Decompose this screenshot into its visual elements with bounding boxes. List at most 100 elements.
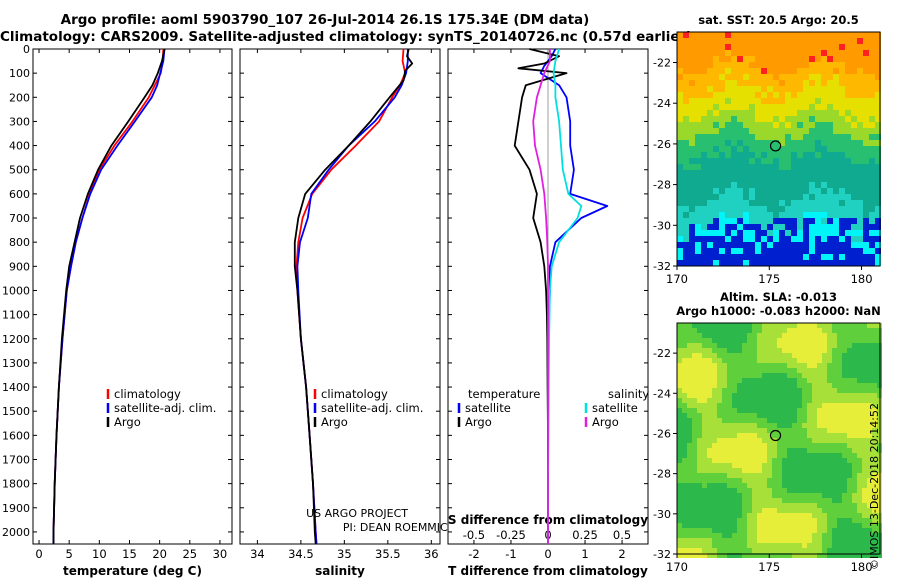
sla-map-cell <box>742 533 747 538</box>
sst-map-cell <box>707 140 713 146</box>
sst-map-cell <box>737 140 743 146</box>
sst-map-cell <box>815 56 821 62</box>
sla-map-cell <box>772 348 777 353</box>
sst-map-cell <box>773 176 779 182</box>
sla-map-cell <box>782 523 787 528</box>
sst-map-cell <box>839 140 845 146</box>
sla-map-cell <box>802 353 807 358</box>
sla-map-cell <box>747 468 752 473</box>
sla-map-cell <box>857 428 862 433</box>
sst-map-cell <box>707 86 713 92</box>
sst-map-cell <box>875 32 881 38</box>
sst-map-cell <box>689 182 695 188</box>
sst-map-cell <box>767 92 773 98</box>
sla-map-cell <box>827 443 832 448</box>
temperature-xtick-label: 5 <box>66 547 73 561</box>
sst-map-cell <box>863 110 869 116</box>
sst-map-cell <box>863 38 869 44</box>
sla-map-cell <box>802 463 807 468</box>
sst-map-cell <box>695 194 701 200</box>
sla-map-cell <box>817 373 822 378</box>
sst-map-cell <box>749 188 755 194</box>
sla-map-cell <box>752 533 757 538</box>
sla-map-cell <box>727 328 732 333</box>
sla-map-cell <box>812 493 817 498</box>
sst-map-cell <box>707 158 713 164</box>
sst-map-cell <box>821 200 827 206</box>
sla-map-cell <box>797 448 802 453</box>
sst-map-cell <box>827 260 833 266</box>
sla-map-cell <box>822 528 827 533</box>
sla-map-cell <box>682 423 687 428</box>
sla-map-cell <box>852 458 857 463</box>
sla-map-cell <box>817 388 822 393</box>
sla-map-cell <box>802 543 807 548</box>
sst-map-cell <box>803 188 809 194</box>
sla-map-cell <box>867 358 872 363</box>
sla-map-cell <box>852 363 857 368</box>
sla-map-cell <box>767 393 772 398</box>
sla-map-cell <box>822 428 827 433</box>
sst-map-cell <box>803 236 809 242</box>
difference-legend-label: satellite <box>592 401 638 415</box>
sla-map-cell <box>732 443 737 448</box>
sst-map-cell <box>851 236 857 242</box>
sst-map-cell <box>683 200 689 206</box>
sla-map-cell <box>847 498 852 503</box>
sst-map-cell <box>749 146 755 152</box>
sla-map-cell <box>777 423 782 428</box>
sla-map-cell <box>812 533 817 538</box>
sla-map-cell <box>772 463 777 468</box>
sst-map-cell <box>833 146 839 152</box>
sst-map-cell <box>737 218 743 224</box>
sst-map-cell <box>707 62 713 68</box>
sst-map-cell <box>851 140 857 146</box>
sla-map-cell <box>837 443 842 448</box>
sla-map-cell <box>822 368 827 373</box>
sla-map-cell <box>702 398 707 403</box>
sst-map-cell <box>737 164 743 170</box>
sst-map-cell <box>719 212 725 218</box>
sla-map-cell <box>742 478 747 483</box>
sst-map-cell <box>755 248 761 254</box>
sst-map-cell <box>725 110 731 116</box>
sst-map-cell <box>875 248 881 254</box>
sst-map-cell <box>767 50 773 56</box>
difference-legend-title-left: temperature <box>468 387 540 401</box>
sst-map-cell <box>767 254 773 260</box>
sla-map-cell <box>772 398 777 403</box>
sst-map-cell <box>719 236 725 242</box>
sla-map-cell <box>817 348 822 353</box>
sla-map-cell <box>677 413 682 418</box>
sst-map-cell <box>689 236 695 242</box>
sst-map-cell <box>743 218 749 224</box>
sla-map-cell <box>817 363 822 368</box>
sst-map-cell <box>767 110 773 116</box>
sst-map-cell <box>791 230 797 236</box>
sst-map-cell <box>803 194 809 200</box>
sla-map-cell <box>747 378 752 383</box>
sla-map-cell <box>797 358 802 363</box>
sla-map-cell <box>792 433 797 438</box>
sla-map-cell <box>727 468 732 473</box>
sst-map-cell <box>683 224 689 230</box>
sst-map-cell <box>803 62 809 68</box>
sla-map-cell <box>807 418 812 423</box>
sla-map-cell <box>827 463 832 468</box>
sla-map-cell <box>852 343 857 348</box>
sst-map-cell <box>863 176 869 182</box>
sla-map-cell <box>807 478 812 483</box>
sst-map-cell <box>731 242 737 248</box>
sla-map-cell <box>822 398 827 403</box>
sla-map-cell <box>867 548 872 553</box>
sla-map-cell <box>737 508 742 513</box>
sst-map-cell <box>749 230 755 236</box>
sst-map-cell <box>695 152 701 158</box>
sla-map-cell <box>722 458 727 463</box>
sla-map-cell <box>807 448 812 453</box>
sla-map-cell <box>677 493 682 498</box>
sst-map-cell <box>755 68 761 74</box>
sla-map-cell <box>782 473 787 478</box>
sla-map-cell <box>792 393 797 398</box>
sst-map-cell <box>767 200 773 206</box>
